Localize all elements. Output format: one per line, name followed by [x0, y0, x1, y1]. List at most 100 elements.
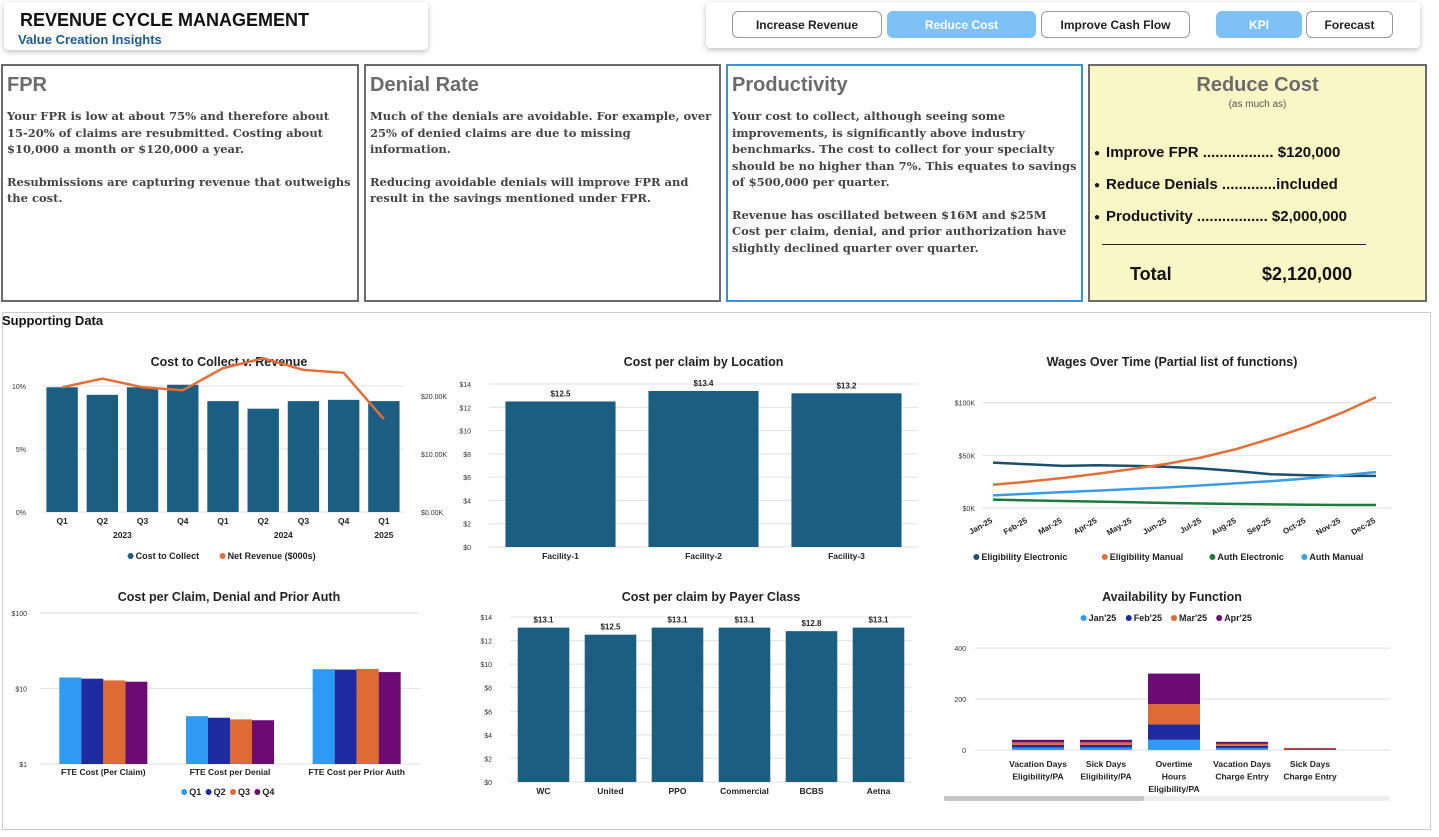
legend-marker — [181, 789, 188, 795]
chart-title: Cost per claim by Payer Class — [622, 590, 801, 604]
y-tick-label: $14 — [459, 382, 471, 389]
x-tick-label: Vacation Days — [1213, 759, 1271, 769]
legend-marker — [230, 789, 236, 795]
y-tick-label: $0.00K — [421, 510, 444, 517]
fpr-title: FPR — [7, 74, 47, 96]
app-subtitle: Value Creation Insights — [18, 32, 162, 47]
y-tick-label: $8 — [484, 686, 492, 693]
data-label: $13.4 — [693, 379, 714, 388]
x-tick-label: Charge Entry — [1283, 772, 1337, 782]
x-tick-label: Q1 — [56, 516, 68, 526]
quarter-bar — [103, 680, 126, 764]
value-bar — [648, 390, 759, 547]
y-tick-label: $12 — [480, 639, 492, 646]
y-tick-label: $1 — [19, 762, 27, 769]
reduce-cost-button[interactable]: Reduce Cost — [887, 11, 1036, 38]
horizontal-scrollbar-track — [944, 796, 1390, 801]
x-tick-label: FTE Cost (Per Claim) — [61, 767, 146, 777]
denial-title: Denial Rate — [370, 74, 479, 96]
savings-value: included — [1276, 176, 1338, 193]
cost-to-collect-bar — [327, 399, 360, 512]
y-tick-label: $2 — [463, 522, 471, 529]
availability-segment — [1148, 739, 1200, 750]
y-tick-label: $0K — [963, 506, 976, 513]
availability-segment — [1148, 724, 1200, 740]
denial-paragraph: Reducing avoidable denials will improve … — [370, 174, 689, 206]
y-tick-label: $10 — [459, 429, 471, 436]
savings-label: Productivity ................. — [1106, 208, 1268, 225]
productivity-body: Your cost to collect, although seeing so… — [732, 108, 1077, 256]
y-tick-label: $14 — [480, 615, 492, 622]
x-tick-label: Q4 — [338, 516, 350, 526]
x-tick-label: Q2 — [97, 516, 109, 526]
savings-value: $120,000 — [1277, 144, 1341, 161]
y-tick-label: $4 — [463, 498, 471, 505]
chart-title: Cost per claim by Location — [624, 355, 784, 369]
legend-marker — [1080, 615, 1087, 621]
improve-cash-flow-button[interactable]: Improve Cash Flow — [1041, 11, 1190, 38]
legend-marker — [254, 789, 261, 795]
chart-title: Availability by Function — [1102, 590, 1242, 604]
value-bar — [791, 393, 902, 547]
availability-segment — [1216, 747, 1268, 750]
y-tick-label: $6 — [463, 475, 471, 482]
availability-segment — [1148, 673, 1200, 705]
data-label: $13.1 — [667, 616, 688, 625]
y-tick-label: $6 — [484, 709, 492, 716]
denial-rate-panel: Denial Rate Much of the denials are avoi… — [364, 64, 721, 302]
legend-marker — [1101, 554, 1108, 560]
legend-label: Jan'25 — [1089, 613, 1117, 623]
quarter-bar — [378, 672, 401, 764]
availability-segment — [1284, 747, 1336, 749]
x-tick-label: Overtime — [1156, 759, 1193, 769]
x-tick-label: Dec-25 — [1350, 516, 1378, 537]
wage-series-line — [992, 461, 1376, 478]
legend-label: Auth Electronic — [1217, 552, 1284, 562]
legend-marker — [127, 553, 134, 559]
x-tick-label: Q1 — [217, 516, 229, 526]
productivity-paragraph: Cost per claim, denial, and prior author… — [732, 224, 1067, 255]
value-bar — [852, 627, 905, 782]
availability-segment — [1080, 739, 1132, 743]
legend-label: Eligibility Manual — [1110, 552, 1184, 562]
data-label: $13.1 — [868, 616, 889, 625]
y-tick-label: $4 — [484, 733, 492, 740]
fpr-paragraph: Your FPR is low at about 75% and therefo… — [7, 109, 330, 156]
reduce-cost-panel: Reduce Cost (as much as) ● Improve FPR ..… — [1088, 64, 1427, 302]
supporting-data-area — [2, 312, 1431, 830]
x-tick-label: Sep-25 — [1245, 516, 1273, 537]
kpi-button[interactable]: KPI — [1216, 11, 1302, 38]
cost-to-collect-bar — [207, 401, 239, 512]
total-label: Total — [1130, 264, 1172, 284]
quarter-bar — [186, 716, 208, 764]
x-tick-label: Jun-25 — [1141, 516, 1168, 537]
cost-to-collect-bar — [46, 387, 78, 512]
x-tick-label: Oct-25 — [1281, 516, 1308, 537]
reduce-cost-subtitle: (as much as) — [1228, 99, 1287, 110]
x-tick-label: Eligibility/PA — [1148, 784, 1199, 794]
forecast-button[interactable]: Forecast — [1306, 11, 1393, 38]
y-tick-label: 200 — [954, 697, 966, 704]
legend-marker — [1171, 615, 1177, 621]
x-tick-label: United — [597, 786, 623, 796]
denial-paragraph: Much of the denials are avoidable. For e… — [370, 109, 712, 156]
x-tick-label: Vacation Days — [1009, 759, 1067, 769]
x-tick-label: Eligibility/PA — [1080, 772, 1131, 782]
savings-label: Reduce Denials ............. — [1106, 176, 1277, 193]
x-tick-label: FTE Cost per Denial — [190, 767, 271, 777]
x-tick-label: Facility-3 — [828, 551, 865, 561]
quarter-bar — [252, 720, 274, 764]
data-label: $12.5 — [600, 623, 621, 632]
increase-revenue-button[interactable]: Increase Revenue — [732, 11, 882, 38]
y-tick-label: $12 — [459, 405, 471, 412]
fpr-paragraph: Resubmissions are capturing revenue that… — [7, 174, 351, 206]
x-tick-label: Aetna — [867, 786, 891, 796]
legend-marker — [205, 789, 212, 795]
x-tick-label: Sick Days — [1290, 759, 1330, 769]
legend-marker — [1125, 615, 1132, 621]
cost-to-collect-bar — [247, 408, 279, 512]
value-bar — [651, 627, 704, 782]
y-tick-label: $20.00K — [421, 394, 447, 401]
y-tick-label: $10 — [480, 662, 492, 669]
savings-item: ● Productivity ................. $2,000,0… — [1094, 208, 1347, 225]
